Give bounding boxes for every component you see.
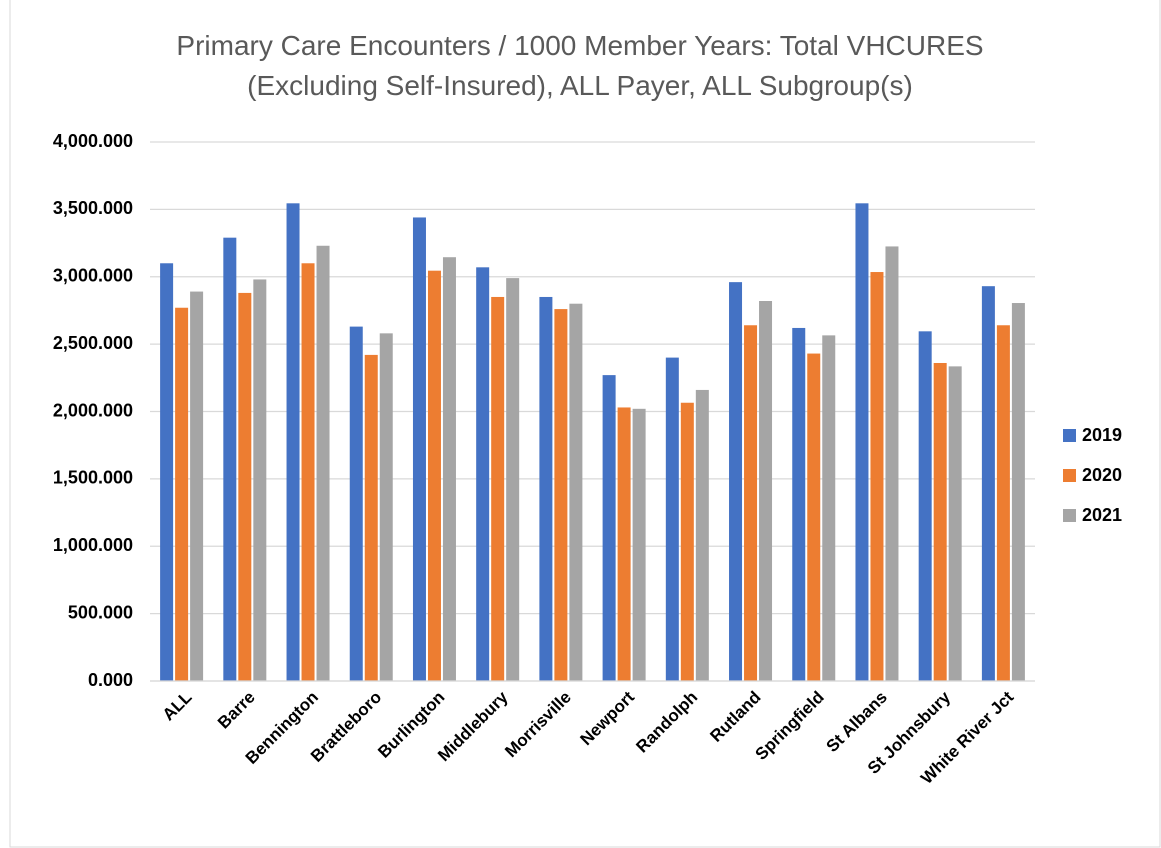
bar [160,263,174,681]
bar [379,333,393,681]
y-tick-label: 1,500.000 [53,468,133,488]
y-tick-label: 1,000.000 [53,535,133,555]
legend-swatch [1063,509,1076,522]
bar [933,362,947,681]
bar [364,354,378,681]
bar [238,292,252,681]
y-tick-label: 4,000.000 [53,131,133,151]
y-tick-label: 3,500.000 [53,198,133,218]
bar [948,366,962,681]
y-tick-label: 2,500.000 [53,333,133,353]
legend-swatch [1063,429,1076,442]
bar [870,272,884,681]
bar [729,282,743,681]
legend-label: 2021 [1082,505,1122,525]
bar [175,307,189,681]
bar [744,325,758,681]
bar [349,326,363,681]
bar [253,279,267,681]
bar [822,335,836,681]
bar [792,327,806,681]
y-tick-label: 3,000.000 [53,266,133,286]
bar [286,203,300,681]
bar [223,237,237,682]
bar [427,270,441,681]
legend-label: 2020 [1082,465,1122,485]
bar [442,257,456,681]
y-tick-label: 500.000 [68,602,133,622]
bar [316,245,330,681]
bar [569,303,583,681]
bar [996,325,1010,681]
bar [885,246,899,681]
bar [412,217,426,681]
bar [759,301,773,681]
bar [695,389,709,681]
bar [981,286,995,681]
legend-label: 2019 [1082,425,1122,445]
bar [539,296,553,681]
bar [491,296,505,681]
y-tick-label: 2,000.000 [53,400,133,420]
bar [855,203,869,681]
legend-swatch [1063,469,1076,482]
bar [476,267,490,681]
bar [665,357,679,681]
chart-title: Primary Care Encounters / 1000 Member Ye… [176,30,984,101]
bar [617,407,631,681]
bar [918,331,932,681]
bar [807,353,821,681]
bar [1011,303,1025,681]
bar [632,408,646,681]
bar [554,309,568,681]
y-tick-label: 0.000 [88,670,133,690]
bar [190,291,204,681]
bar [301,263,315,681]
bar [506,278,520,681]
bar [680,402,694,681]
bar [602,375,616,681]
